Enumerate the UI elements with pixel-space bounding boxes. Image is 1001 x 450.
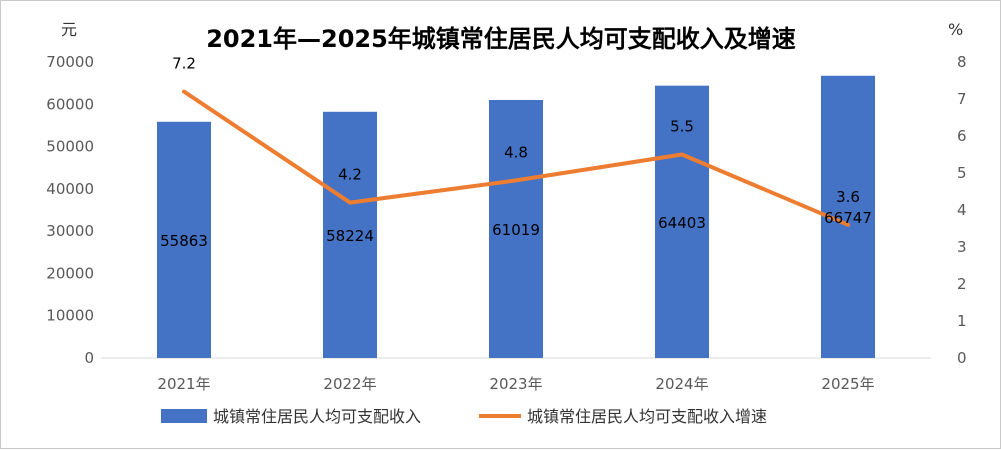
right-axis-ticks: 0 1 2 3 4 5 6 7 8 — [957, 53, 967, 367]
income-bar-label: 64403 — [658, 214, 706, 232]
income-bar — [323, 111, 377, 358]
right-axis-tick-label: 7 — [957, 90, 967, 108]
line-series — [182, 89, 850, 227]
right-axis-tick-label: 3 — [957, 238, 967, 256]
legend-bar-swatch — [161, 409, 207, 423]
left-axis-tick-label: 30000 — [46, 222, 94, 240]
x-axis-ticks: 2021年 2022年 2023年 2024年 2025年 — [157, 375, 874, 393]
bar-series — [157, 75, 875, 359]
income-bar — [655, 85, 709, 359]
legend: 城镇常住居民人均可支配收入 城镇常住居民人均可支配收入增速 — [161, 407, 767, 426]
income-bar-label: 61019 — [492, 221, 540, 239]
left-axis-tick-label: 20000 — [46, 264, 94, 282]
right-axis-tick-label: 6 — [957, 127, 967, 145]
growth-rate-label: 4.8 — [504, 143, 528, 161]
left-axis-ticks: 0 10000 20000 30000 40000 50000 60000 70000 — [46, 53, 94, 367]
bar-data-labels: 55863 58224 61019 64403 66747 — [160, 209, 872, 250]
income-bar-label: 66747 — [824, 209, 872, 227]
right-axis-tick-label: 1 — [957, 312, 967, 330]
right-axis-tick-label: 2 — [957, 275, 967, 293]
right-axis-tick-label: 0 — [957, 349, 967, 367]
legend-bar-label: 城镇常住居民人均可支配收入 — [213, 407, 421, 426]
income-bar-label: 55863 — [160, 232, 208, 250]
legend-line-label: 城镇常住居民人均可支配收入增速 — [527, 407, 767, 426]
x-axis-tick-label: 2025年 — [821, 375, 874, 393]
left-axis-tick-label: 60000 — [46, 95, 94, 113]
x-axis-tick-label: 2023年 — [489, 375, 542, 393]
right-axis-tick-label: 8 — [957, 53, 967, 71]
right-axis-unit: % — [948, 20, 963, 39]
left-axis-tick-label: 70000 — [46, 53, 94, 71]
growth-rate-label: 3.6 — [836, 188, 860, 206]
left-axis-unit: 元 — [61, 20, 77, 39]
left-axis-tick-label: 10000 — [46, 307, 94, 325]
line-data-labels: 7.2 4.2 4.8 5.5 3.6 — [172, 55, 860, 206]
right-axis-tick-label: 4 — [957, 201, 967, 219]
x-axis-tick-label: 2024年 — [655, 375, 708, 393]
income-bar — [489, 99, 543, 358]
growth-rate-line — [182, 89, 850, 227]
left-axis-tick-label: 0 — [84, 349, 94, 367]
income-bar-label: 58224 — [326, 227, 374, 245]
growth-rate-label: 4.2 — [338, 166, 362, 184]
income-bar — [157, 121, 211, 358]
growth-rate-label: 5.5 — [670, 118, 694, 136]
x-axis-tick-label: 2021年 — [157, 375, 210, 393]
right-axis-tick-label: 5 — [957, 164, 967, 182]
chart-title: 2021年—2025年城镇常住居民人均可支配收入及增速 — [206, 25, 796, 53]
x-axis-tick-label: 2022年 — [323, 375, 376, 393]
left-axis-tick-label: 50000 — [46, 138, 94, 156]
growth-rate-label: 7.2 — [172, 55, 196, 73]
left-axis-tick-label: 40000 — [46, 180, 94, 198]
